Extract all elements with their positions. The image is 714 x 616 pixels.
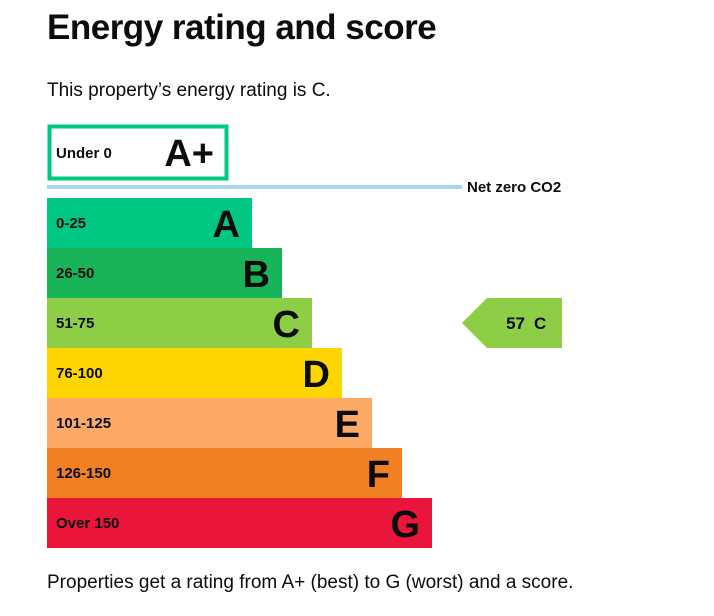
band-f-letter: F (367, 454, 390, 496)
band-d-range: 76-100 (56, 365, 103, 382)
current-rating-indicator (462, 298, 562, 348)
band-d-bar (47, 348, 342, 398)
band-g-letter: G (390, 504, 420, 546)
band-f-range: 126-150 (56, 465, 111, 482)
band-a-plus-letter: A+ (164, 133, 214, 175)
band-e-bar (47, 398, 372, 448)
page-title: Energy rating and score (47, 8, 437, 47)
rating-summary: This property’s energy rating is C. (47, 80, 331, 101)
rating-explanation: Properties get a rating from A+ (best) t… (47, 572, 574, 593)
band-e-letter: E (335, 404, 360, 446)
net-zero-label: Net zero CO2 (467, 179, 561, 196)
band-f-bar (47, 448, 402, 498)
band-a-letter: A (213, 204, 240, 246)
band-a-plus-box (47, 124, 229, 181)
band-a-plus-range: Under 0 (56, 145, 112, 162)
band-c-bar (47, 298, 312, 348)
band-b-range: 26-50 (56, 265, 94, 282)
band-b-letter: B (243, 254, 270, 296)
band-g-bar (47, 498, 432, 548)
band-c-letter: C (273, 304, 300, 346)
band-d-letter: D (303, 354, 330, 396)
current-rating-letter: C (534, 314, 546, 333)
band-e-range: 101-125 (56, 415, 111, 432)
band-g-range: Over 150 (56, 515, 119, 532)
band-c-range: 51-75 (56, 315, 94, 332)
band-a-bar (47, 198, 252, 248)
band-b-bar (47, 248, 282, 298)
band-a-range: 0-25 (56, 215, 86, 232)
current-score: 57 (506, 314, 525, 333)
